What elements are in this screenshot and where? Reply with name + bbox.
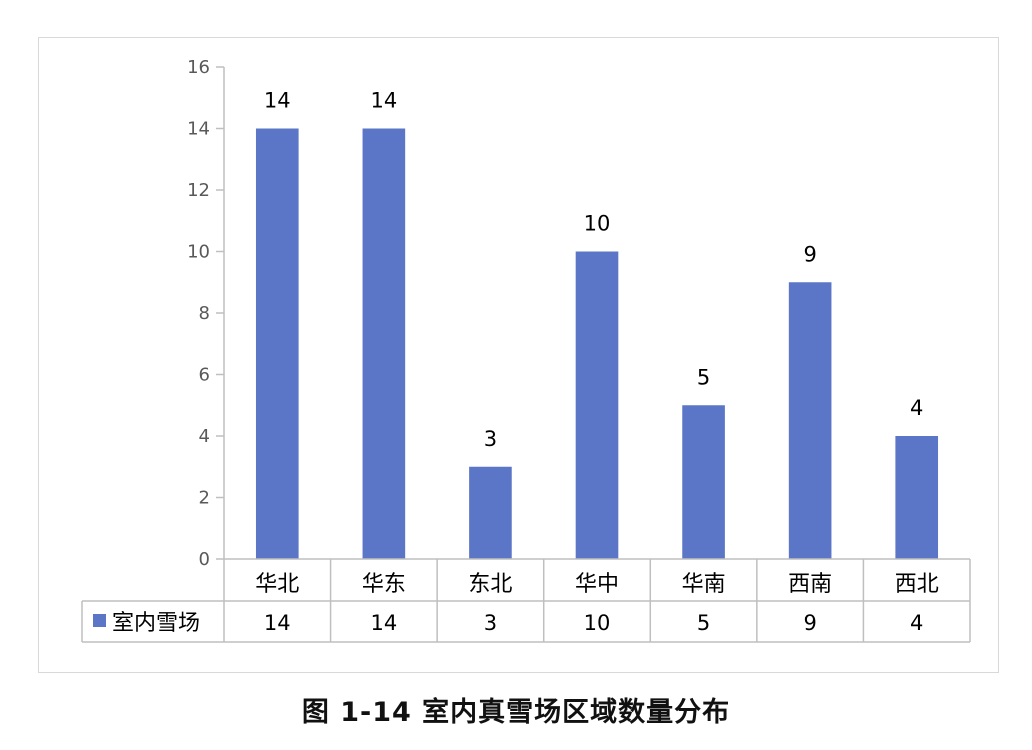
category-label: 华北 — [255, 572, 299, 597]
category-label: 华南 — [682, 572, 726, 597]
y-tick-label: 12 — [187, 180, 210, 201]
y-tick-label: 2 — [199, 488, 210, 509]
table-value: 14 — [370, 611, 397, 635]
category-label: 华东 — [362, 572, 406, 597]
category-label: 西北 — [895, 572, 939, 597]
data-label: 10 — [584, 212, 611, 236]
data-label: 14 — [370, 89, 397, 113]
chart-frame — [38, 37, 999, 673]
y-tick-label: 10 — [187, 242, 210, 263]
data-label: 14 — [264, 89, 291, 113]
y-tick-label: 16 — [187, 57, 210, 78]
data-label: 4 — [910, 396, 923, 420]
category-label: 西南 — [788, 572, 832, 597]
y-tick-label: 8 — [199, 303, 210, 324]
y-tick-label: 4 — [199, 426, 210, 447]
table-value: 14 — [264, 611, 291, 635]
bar — [895, 436, 939, 559]
y-tick-label: 14 — [187, 119, 210, 140]
table-value: 10 — [584, 611, 611, 635]
table-value: 5 — [697, 611, 710, 635]
data-label: 5 — [697, 365, 710, 389]
figure-caption: 图 1-14 室内真雪场区域数量分布 — [301, 697, 731, 728]
category-label: 华中 — [575, 572, 619, 597]
bar-chart: 0 2 4 6 8 10 12 14 16 14 14 3 10 5 9 4 华北 华东 东北 华中 华南 西南 西北室内雪… — [81, 57, 971, 643]
data-label: 3 — [484, 427, 497, 451]
category-label: 东北 — [468, 572, 512, 597]
bar — [362, 128, 406, 559]
bar — [682, 405, 725, 559]
legend-label: 室内雪场 — [112, 611, 200, 636]
bar — [255, 128, 299, 559]
table-value: 3 — [484, 611, 497, 635]
bar — [788, 282, 832, 559]
y-tick-label: 6 — [199, 365, 210, 386]
y-tick-label: 0 — [199, 549, 210, 570]
data-label: 9 — [803, 242, 816, 266]
legend-swatch — [93, 614, 106, 627]
bar — [469, 466, 512, 559]
bar — [575, 251, 619, 559]
table-value: 9 — [803, 611, 816, 635]
table-value: 4 — [910, 611, 923, 635]
